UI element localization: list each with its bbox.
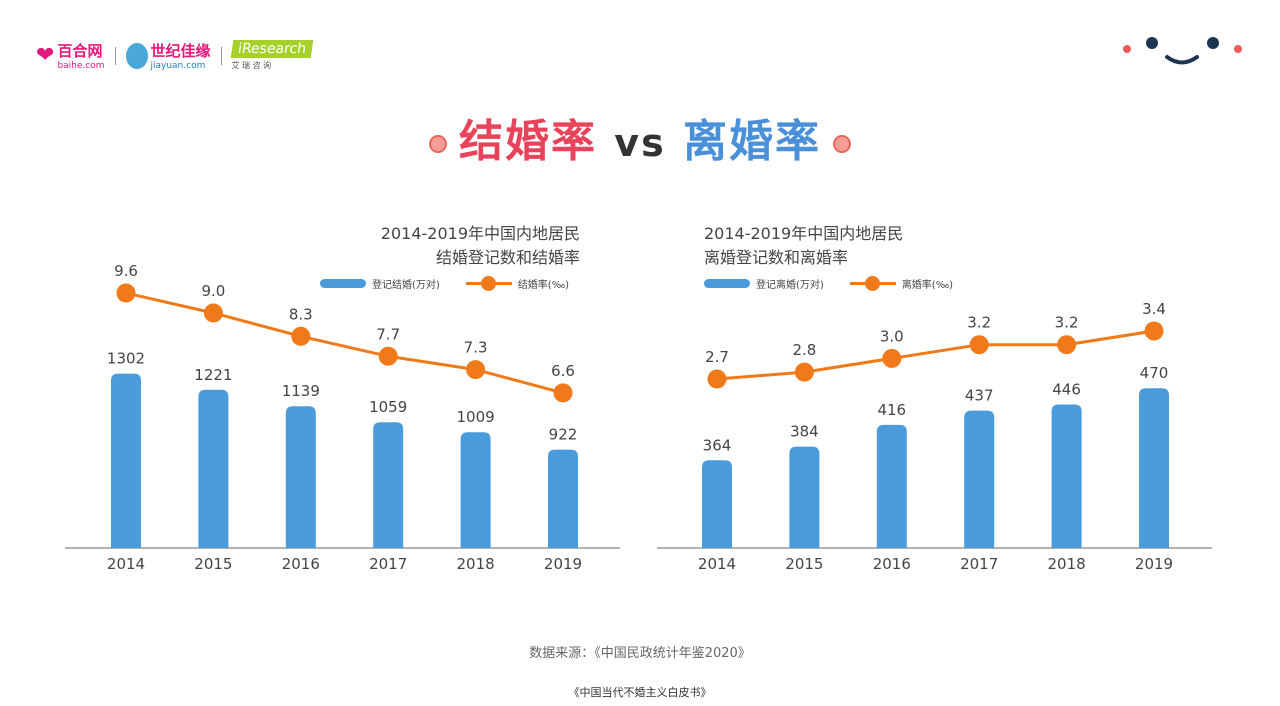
rate-value-label: 8.3 — [289, 305, 313, 323]
x-tick-label: 2014 — [107, 555, 145, 573]
bar-value-label: 437 — [965, 387, 994, 405]
rate-point — [1057, 335, 1077, 355]
bar — [702, 460, 732, 548]
bar — [460, 432, 491, 548]
legend-bar-swatch — [704, 279, 750, 288]
legend-bar-swatch — [320, 279, 366, 288]
rate-point — [969, 335, 989, 355]
rate-value-label: 3.2 — [1055, 314, 1079, 332]
rate-point — [553, 383, 573, 403]
bar — [285, 406, 316, 548]
bar-value-label: 1302 — [107, 350, 145, 368]
x-tick-label: 2019 — [1135, 555, 1173, 573]
x-tick-label: 2019 — [544, 555, 582, 573]
x-tick-label: 2016 — [282, 555, 320, 573]
bar — [876, 424, 907, 548]
rate-point — [794, 362, 814, 382]
rate-value-label: 9.0 — [201, 282, 225, 300]
rate-point — [882, 348, 902, 368]
x-tick-label: 2018 — [457, 555, 495, 573]
data-source: 数据来源：《中国民政统计年鉴2020》 — [529, 646, 751, 661]
rate-value-label: 3.2 — [967, 314, 991, 332]
legend-marriage: 登记结婚(万对) 结婚率(‰) — [320, 276, 569, 291]
report-name: 《中国当代不婚主义白皮书》 — [568, 686, 712, 699]
x-tick-label: 2017 — [960, 555, 998, 573]
rate-line — [125, 291, 564, 395]
rate-line — [716, 329, 1155, 381]
legend-line-swatch — [849, 276, 896, 291]
x-tick-label: 2017 — [369, 555, 407, 573]
mascot-icon — [125, 42, 148, 69]
rate-value-label: 9.6 — [114, 262, 138, 280]
bullet-dot — [833, 135, 852, 153]
legend-divorce: 登记离婚(万对) 离婚率(‰) — [704, 276, 953, 291]
bar — [548, 449, 578, 548]
rate-value-label: 3.4 — [1142, 300, 1166, 318]
rate-value-label: 2.8 — [792, 341, 816, 359]
rate-point — [707, 369, 727, 389]
chart-title-marriage: 2014-2019年中国内地居民 结婚登记数和结婚率 — [380, 224, 580, 267]
bar-value-label: 470 — [1140, 364, 1169, 382]
mouth-curve — [1165, 55, 1199, 65]
bar-value-label: 1139 — [282, 382, 320, 400]
smiley-decoration — [1123, 37, 1242, 65]
rate-point — [116, 283, 136, 303]
bar-value-label: 922 — [549, 426, 578, 444]
x-tick-label: 2014 — [698, 555, 736, 573]
cheek-dot — [1234, 45, 1242, 53]
legend-line-swatch — [465, 276, 512, 291]
bar-value-label: 384 — [790, 423, 819, 441]
bar — [964, 410, 995, 548]
rate-value-label: 7.7 — [376, 325, 400, 343]
bar-value-label: 446 — [1052, 381, 1081, 399]
bar — [1139, 388, 1169, 548]
bar-value-label: 1059 — [369, 398, 407, 416]
x-tick-label: 2018 — [1048, 555, 1086, 573]
rate-point — [291, 326, 311, 346]
iresearch-logo: iResearch 艾 瑞 咨 询 — [230, 40, 313, 71]
baihe-logo: ❤ 百合网 baihe.com — [36, 42, 105, 71]
heart-icon: ❤ — [36, 43, 55, 68]
bar — [789, 446, 820, 548]
eye-dot — [1146, 37, 1158, 49]
divider — [220, 46, 222, 65]
divider — [114, 46, 116, 65]
logo-bar: ❤ 百合网 baihe.com 世纪佳缘 jiayuan.com iResearch… — [36, 40, 313, 71]
bar-value-label: 364 — [703, 436, 732, 454]
cheek-dot — [1123, 45, 1131, 53]
bar — [1051, 404, 1082, 548]
bullet-dot — [428, 135, 447, 153]
rate-value-label: 6.6 — [551, 362, 575, 380]
rate-point — [203, 303, 223, 323]
bar — [111, 373, 141, 548]
bar-value-label: 1221 — [194, 366, 232, 384]
bar-value-label: 416 — [877, 401, 906, 419]
x-tick-label: 2016 — [873, 555, 911, 573]
chart-title-divorce: 2014-2019年中国内地居民 离婚登记数和离婚率 — [704, 224, 904, 267]
rate-value-label: 7.3 — [464, 339, 488, 357]
rate-value-label: 2.7 — [705, 348, 729, 366]
page-title: 结婚率 vs 离婚率 — [0, 105, 1280, 169]
x-tick-label: 2015 — [194, 555, 232, 573]
rate-point — [378, 346, 398, 366]
rate-value-label: 3.0 — [880, 327, 904, 345]
rate-point — [1144, 321, 1164, 341]
bar — [373, 422, 404, 548]
x-tick-label: 2015 — [785, 555, 823, 573]
bar — [198, 389, 229, 548]
eye-dot — [1207, 37, 1219, 49]
bar-value-label: 1009 — [457, 408, 495, 426]
rate-point — [466, 360, 486, 380]
jiayuan-logo: 世纪佳缘 jiayuan.com — [125, 40, 211, 71]
